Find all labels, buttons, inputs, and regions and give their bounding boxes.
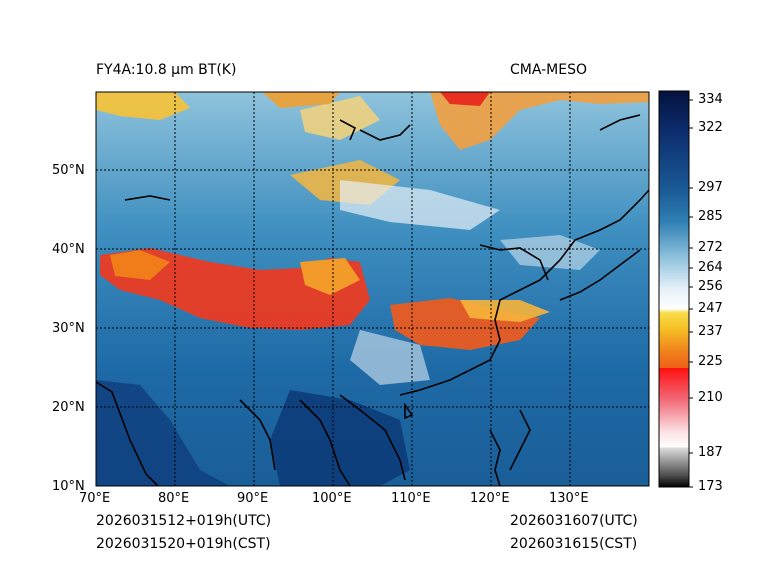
lat-label-40: 40°N (52, 242, 85, 257)
init-time-cst: 2026031520+019h(CST) (96, 536, 271, 552)
cbar-label-256: 256 (698, 279, 723, 294)
lat-label-50: 50°N (52, 163, 85, 178)
cbar-label-225: 225 (698, 354, 723, 369)
coastlines (95, 114, 650, 487)
lon-label-100: 100°E (312, 491, 352, 506)
lat-label-10: 10°N (52, 479, 85, 494)
lon-label-80: 80°E (158, 491, 190, 506)
cbar-label-187: 187 (698, 445, 723, 460)
lon-label-130: 130°E (549, 491, 589, 506)
cbar-label-285: 285 (698, 209, 723, 224)
cbar-label-237: 237 (698, 324, 723, 339)
lon-label-120: 120°E (470, 491, 510, 506)
cbar-label-272: 272 (698, 240, 723, 255)
lon-label-110: 110°E (391, 491, 431, 506)
cbar-label-334: 334 (698, 92, 723, 107)
lat-label-30: 30°N (52, 321, 85, 336)
lon-label-70: 70°E (79, 491, 111, 506)
gridlines (96, 92, 649, 486)
product-title: FY4A:10.8 µm BT(K) (96, 62, 237, 78)
cbar-label-297: 297 (698, 180, 723, 195)
lon-label-90: 90°E (237, 491, 269, 506)
valid-time-utc: 2026031607(UTC) (510, 513, 638, 529)
cbar-label-247: 247 (698, 301, 723, 316)
source-label: CMA-MESO (510, 62, 588, 78)
init-time-utc: 2026031512+019h(UTC) (96, 513, 272, 529)
lat-label-20: 20°N (52, 400, 85, 415)
cbar-label-322: 322 (698, 120, 723, 135)
colorbar (658, 90, 690, 488)
valid-time-cst: 2026031615(CST) (510, 536, 638, 552)
map-frame (95, 91, 650, 487)
cloud-features (96, 92, 649, 486)
cbar-label-210: 210 (698, 390, 723, 405)
cbar-label-173: 173 (698, 479, 723, 494)
cbar-label-264: 264 (698, 260, 723, 275)
colorbar-ticks (689, 99, 693, 488)
